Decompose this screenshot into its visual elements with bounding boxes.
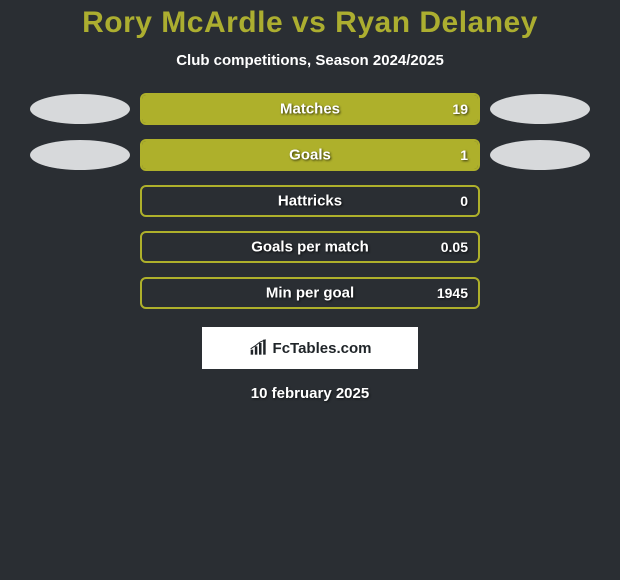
comparison-row: Hattricks 0 xyxy=(0,185,620,217)
spacer xyxy=(30,186,130,216)
comparison-row: Min per goal 1945 xyxy=(0,277,620,309)
comparison-infographic: Rory McArdle vs Ryan Delaney Club compet… xyxy=(0,0,620,402)
stat-label: Hattricks xyxy=(278,193,342,210)
comparison-row: Goals 1 xyxy=(0,139,620,171)
stat-bar: Matches 19 xyxy=(140,93,480,125)
stat-value-right: 0 xyxy=(460,193,468,209)
credit-text: FcTables.com xyxy=(273,340,372,357)
comparison-row: Goals per match 0.05 xyxy=(0,231,620,263)
spacer xyxy=(490,232,590,262)
left-player-badge xyxy=(30,94,130,124)
spacer xyxy=(490,186,590,216)
stat-label: Goals xyxy=(289,147,331,164)
spacer xyxy=(490,278,590,308)
right-player-badge xyxy=(490,140,590,170)
stat-label: Goals per match xyxy=(251,239,369,256)
right-player-badge xyxy=(490,94,590,124)
subtitle: Club competitions, Season 2024/2025 xyxy=(0,52,620,69)
stat-label: Min per goal xyxy=(266,285,354,302)
stat-bar: Goals 1 xyxy=(140,139,480,171)
bar-chart-icon xyxy=(249,339,269,357)
date-text: 10 february 2025 xyxy=(0,385,620,402)
stat-value-right: 0.05 xyxy=(441,239,468,255)
stat-value-right: 19 xyxy=(452,101,468,117)
page-title: Rory McArdle vs Ryan Delaney xyxy=(0,6,620,40)
left-player-badge xyxy=(30,140,130,170)
credit-badge: FcTables.com xyxy=(202,327,418,369)
stat-bar: Min per goal 1945 xyxy=(140,277,480,309)
comparison-row: Matches 19 xyxy=(0,93,620,125)
stat-bar: Goals per match 0.05 xyxy=(140,231,480,263)
stat-label: Matches xyxy=(280,101,340,118)
spacer xyxy=(30,232,130,262)
stat-value-right: 1 xyxy=(460,147,468,163)
spacer xyxy=(30,278,130,308)
stat-bar: Hattricks 0 xyxy=(140,185,480,217)
comparison-rows: Matches 19 Goals 1 Hattricks 0 Goals per match… xyxy=(0,93,620,309)
stat-value-right: 1945 xyxy=(437,285,468,301)
